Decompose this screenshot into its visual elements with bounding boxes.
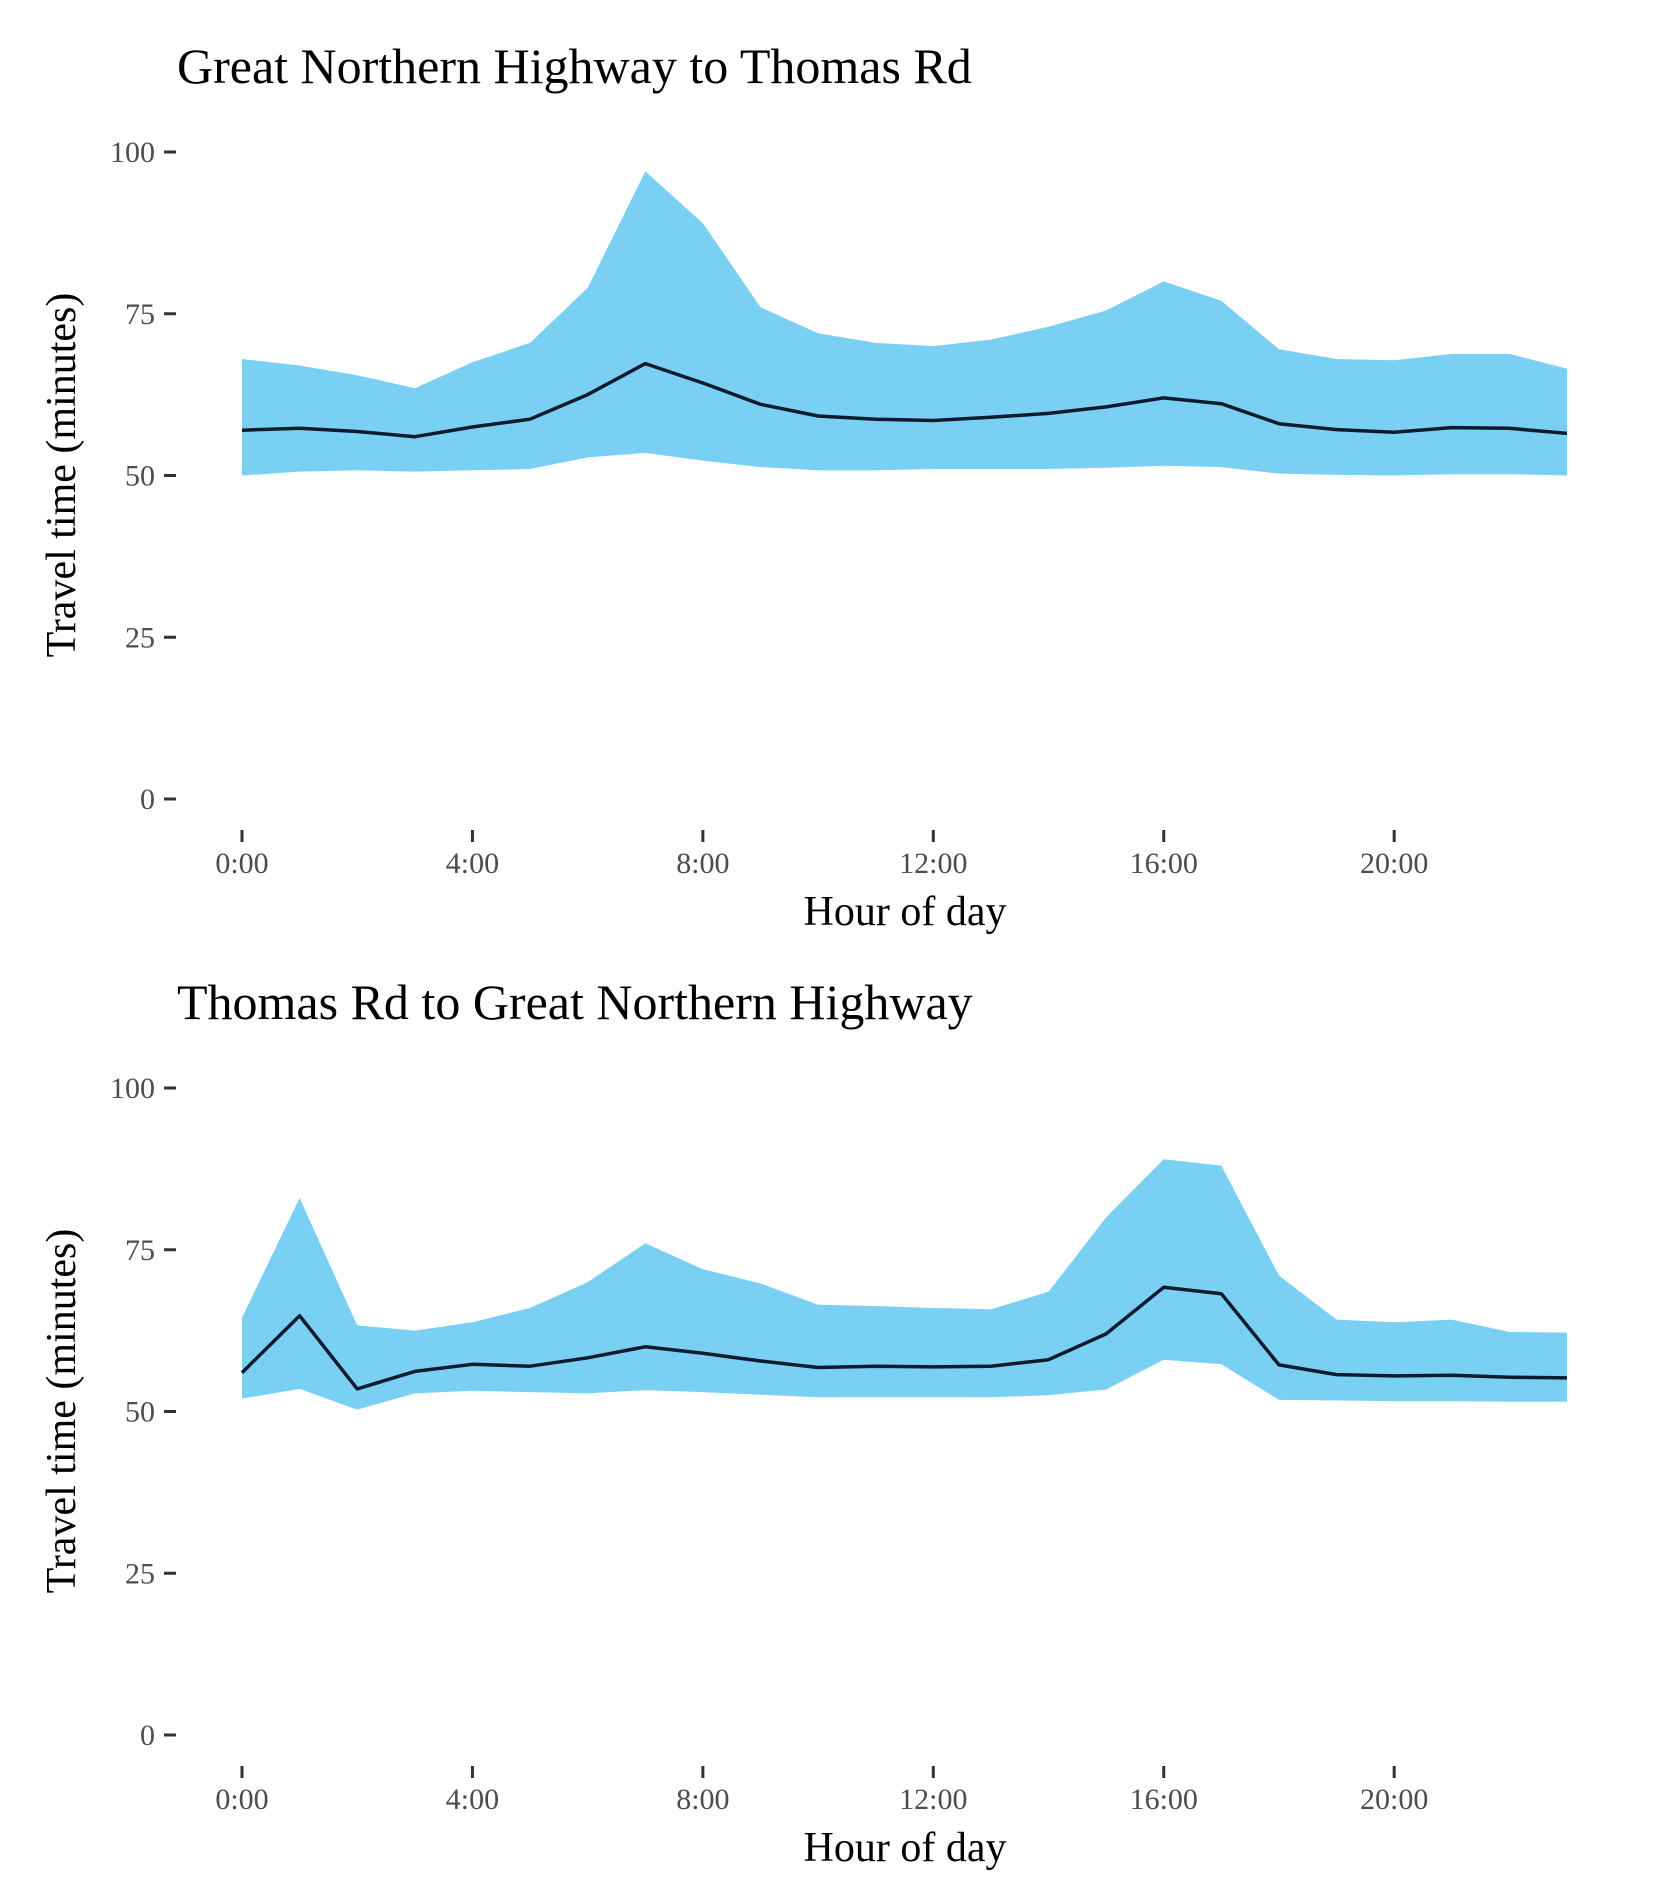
x-tick-label: 16:00: [1130, 1783, 1198, 1816]
chart-title: Great Northern Highway to Thomas Rd: [177, 38, 972, 94]
y-tick-label: 50: [125, 460, 155, 493]
y-tick-label: 100: [110, 1072, 155, 1105]
x-tick-label: 20:00: [1360, 847, 1428, 880]
y-axis-title: Travel time (minutes): [39, 1229, 85, 1594]
x-tick-label: 8:00: [676, 1783, 729, 1816]
range-band: [242, 1159, 1567, 1410]
y-tick-label: 0: [140, 1719, 155, 1752]
series-line: [241, 361, 1568, 439]
chart-thomas-to-great-northern: Thomas Rd to Great Northern Highway 0 25 5…: [39, 974, 1568, 1871]
y-tick-label: 25: [125, 1557, 155, 1590]
x-axis-title: Hour of day: [804, 889, 1007, 935]
x-axis-title: Hour of day: [804, 1825, 1007, 1871]
y-tick-label: 50: [125, 1396, 155, 1429]
y-axis-title: Travel time (minutes): [39, 293, 85, 658]
x-tick-label: 0:00: [215, 847, 268, 880]
y-tick-label: 100: [110, 136, 155, 169]
y-tick-label: 75: [125, 298, 155, 331]
x-tick-label: 4:00: [446, 1783, 499, 1816]
x-tick-label: 20:00: [1360, 1783, 1428, 1816]
x-tick-label: 0:00: [215, 1783, 268, 1816]
plot-area: 0 25 50 75 100 0:00 4:00 8:00 12:00 16:00 20:00: [110, 136, 1568, 880]
y-tick-label: 25: [125, 621, 155, 654]
chart-great-northern-to-thomas: Great Northern Highway to Thomas Rd 0 25 5…: [39, 38, 1568, 935]
y-tick-label: 75: [125, 1234, 155, 1267]
x-tick-label: 16:00: [1130, 847, 1198, 880]
series-line: [240, 1285, 1568, 1391]
x-tick-label: 8:00: [676, 847, 729, 880]
y-tick-label: 0: [140, 783, 155, 816]
x-tick-label: 4:00: [446, 847, 499, 880]
x-tick-label: 12:00: [899, 847, 967, 880]
plot-area: 0 25 50 75 100 0:00 4:00 8:00 12:00 16:00 20:00: [110, 1072, 1568, 1816]
x-tick-label: 12:00: [899, 1783, 967, 1816]
chart-title: Thomas Rd to Great Northern Highway: [177, 974, 973, 1030]
